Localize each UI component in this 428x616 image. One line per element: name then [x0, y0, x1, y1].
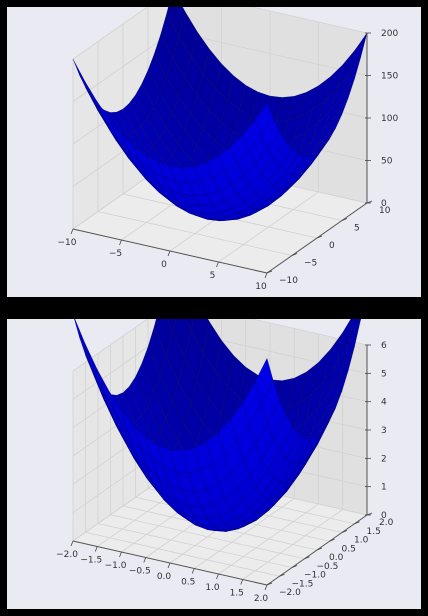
x-tick — [167, 250, 171, 257]
x-tick — [216, 261, 219, 268]
x-tick-label: 1.0 — [205, 583, 220, 593]
y-tick — [266, 270, 273, 274]
y-tick-label: 5 — [354, 224, 360, 234]
surface-patch — [74, 319, 92, 366]
x-tick-label: 0 — [161, 260, 167, 270]
x-tick — [143, 557, 147, 563]
y-tick — [291, 565, 298, 568]
x-tick-label: −2.0 — [56, 550, 78, 560]
x-tick-label: −1.5 — [80, 556, 102, 566]
y-tick-label: 0.0 — [329, 553, 344, 563]
y-tick-label: −1.0 — [304, 571, 326, 581]
y-tick-label: 2.0 — [379, 518, 394, 528]
y-tick — [316, 235, 323, 239]
x-tick-label: −5 — [109, 249, 122, 259]
x-tick-label: 1.5 — [230, 589, 244, 599]
z-tick-label: 0 — [381, 511, 387, 521]
x-tick-label: −0.5 — [129, 567, 151, 577]
surface-patch — [254, 102, 274, 137]
y-tick — [329, 538, 335, 542]
y-tick — [291, 253, 298, 256]
y-tick-label: 10 — [379, 206, 391, 216]
grid-line — [72, 7, 368, 60]
z-tick-label: 50 — [381, 157, 393, 167]
grid-line — [85, 362, 280, 577]
z-tick-label: 0 — [381, 199, 387, 209]
x-tick-label: 0.0 — [157, 572, 172, 582]
y-tick-label: −0.5 — [317, 562, 339, 572]
x-tick — [264, 272, 268, 279]
z-tick-label: 150 — [381, 72, 398, 82]
y-tick-label: 1.5 — [367, 527, 381, 537]
x-tick — [264, 584, 268, 591]
y-tick-label: 0.5 — [342, 544, 356, 554]
x-tick — [70, 540, 74, 547]
chart-top: −10 −5 0 5 10 −10 −5 0 5 10 0 50 100 150 200 — [7, 7, 421, 297]
x-tick — [167, 562, 171, 569]
x-tick-label: 10 — [255, 282, 267, 292]
x-tick-label: −10 — [58, 238, 77, 248]
y-tick — [341, 530, 348, 533]
chart-bottom: −2.0 −1.5 −1.0 −0.5 0.0 0.5 1.0 1.5 2.0 −2.0 −1.5−… — [7, 319, 421, 609]
y-tick-label: −5 — [304, 259, 317, 269]
y-tick-label: −10 — [279, 276, 298, 286]
surface-patch — [254, 357, 274, 405]
x-tick — [240, 579, 244, 585]
x-tick — [191, 568, 195, 574]
y-tick — [304, 556, 310, 560]
surface-plot-bottom: −2.0−1.5−1.0−0.50.00.51.01.52.0−2.0−1.5−… — [56, 319, 394, 604]
y-tick-label: −2.0 — [279, 588, 301, 598]
x-tick-label: 2.0 — [254, 594, 269, 604]
x-tick-label: 0.5 — [181, 578, 195, 588]
grid-line — [122, 24, 318, 239]
y-tick — [354, 521, 360, 525]
grid-line — [97, 353, 293, 568]
y-tick — [341, 218, 348, 221]
z-tick-label: 100 — [381, 114, 398, 124]
x-tick — [119, 239, 122, 246]
z-tick-label: 200 — [381, 29, 398, 39]
x-tick-label: −1.0 — [105, 561, 127, 571]
z-tick-label: 6 — [381, 341, 387, 351]
x-tick — [94, 546, 98, 552]
x-tick — [70, 228, 74, 235]
y-tick — [316, 547, 323, 551]
x-tick — [216, 573, 219, 580]
grid-line — [97, 41, 293, 256]
y-tick-label: −1.5 — [292, 579, 314, 589]
z-tick-label: 5 — [381, 369, 387, 379]
z-tick-label: 1 — [381, 483, 387, 493]
y-tick — [279, 573, 285, 577]
x-tick — [119, 551, 122, 558]
y-tick — [266, 582, 273, 586]
x-tick-label: 5 — [210, 271, 216, 281]
grid-line — [72, 319, 368, 372]
y-tick-label: 0 — [329, 241, 335, 251]
y-tick-label: 1.0 — [354, 536, 369, 546]
z-tick-label: 2 — [381, 454, 387, 464]
z-tick-label: 4 — [381, 398, 387, 408]
z-tick-label: 3 — [381, 426, 387, 436]
